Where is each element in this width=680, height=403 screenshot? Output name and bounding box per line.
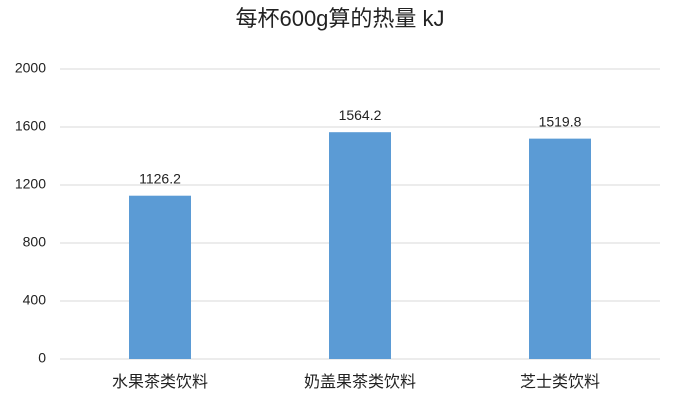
y-tick-label: 400 <box>23 292 47 308</box>
y-tick-label: 2000 <box>15 60 46 76</box>
y-tick-label: 0 <box>38 350 46 366</box>
y-tick-label: 1600 <box>15 118 46 134</box>
x-tick-label: 奶盖果茶类饮料 <box>304 373 416 391</box>
chart-title: 每杯600g算的热量 kJ <box>235 6 444 31</box>
x-tick-label: 水果茶类饮料 <box>112 373 208 391</box>
x-tick-label: 芝士类饮料 <box>520 373 600 391</box>
bar <box>329 132 391 359</box>
data-label: 1126.2 <box>139 170 181 186</box>
data-label: 1564.2 <box>339 107 382 123</box>
y-tick-label: 800 <box>23 234 47 250</box>
y-tick-label: 1200 <box>15 176 46 192</box>
bar <box>129 195 191 359</box>
bar <box>529 138 591 359</box>
data-label: 1519.8 <box>539 113 582 129</box>
